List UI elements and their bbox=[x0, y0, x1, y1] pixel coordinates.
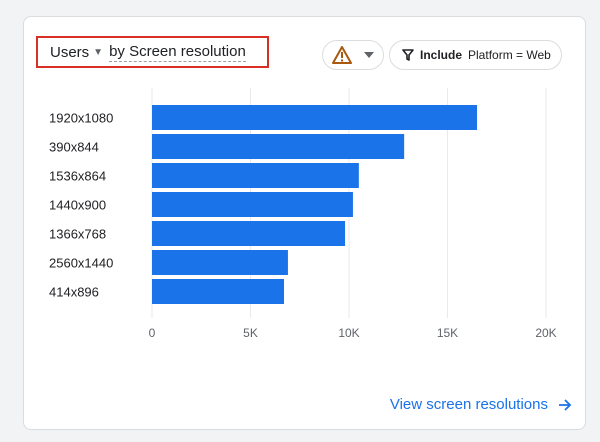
arrow-right-icon bbox=[559, 398, 572, 411]
filter-include-label: Include bbox=[420, 48, 463, 62]
x-tick-label: 5K bbox=[243, 326, 258, 340]
dimension-label[interactable]: by Screen resolution bbox=[109, 42, 246, 62]
x-tick-label: 20K bbox=[535, 326, 556, 340]
bar bbox=[152, 163, 359, 188]
category-label: 1366x768 bbox=[49, 227, 106, 242]
chevron-down-icon bbox=[364, 52, 374, 58]
card-title-highlight: Users ▼ by Screen resolution bbox=[36, 36, 269, 68]
bar bbox=[152, 134, 405, 159]
category-label: 1536x864 bbox=[49, 169, 106, 184]
bar bbox=[152, 192, 353, 217]
bar bbox=[152, 279, 284, 304]
category-label: 2560x1440 bbox=[49, 256, 113, 271]
filter-icon bbox=[402, 49, 414, 61]
metric-selector[interactable]: Users ▼ bbox=[50, 44, 103, 61]
category-label: 1440x900 bbox=[49, 198, 106, 213]
view-screen-resolutions-label: View screen resolutions bbox=[389, 396, 548, 413]
x-tick-label: 0 bbox=[149, 326, 156, 340]
metric-label: Users bbox=[50, 43, 90, 61]
bar bbox=[152, 105, 478, 130]
warning-chip[interactable] bbox=[322, 40, 384, 70]
filter-chip[interactable]: Include Platform = Web bbox=[389, 40, 562, 70]
x-tick-label: 10K bbox=[338, 326, 359, 340]
x-tick-label: 15K bbox=[437, 326, 458, 340]
filter-condition: Platform = Web bbox=[468, 48, 551, 62]
warning-icon bbox=[332, 46, 352, 64]
view-screen-resolutions-link[interactable]: View screen resolutions bbox=[390, 396, 572, 413]
category-label: 1920x1080 bbox=[49, 111, 113, 126]
caret-down-icon: ▼ bbox=[93, 46, 104, 58]
category-label: 390x844 bbox=[49, 140, 99, 155]
bar bbox=[152, 221, 346, 246]
category-label: 414x896 bbox=[49, 285, 99, 300]
bar bbox=[152, 250, 288, 275]
